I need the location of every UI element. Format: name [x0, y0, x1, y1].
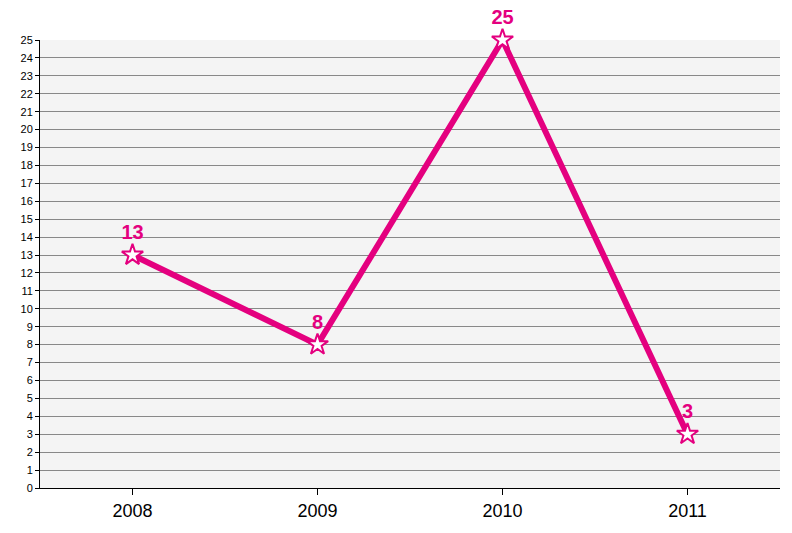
svg-text:4: 4: [27, 410, 33, 422]
svg-text:19: 19: [21, 141, 33, 153]
svg-text:16: 16: [21, 195, 33, 207]
svg-text:12: 12: [21, 267, 33, 279]
svg-text:13: 13: [21, 249, 33, 261]
svg-text:9: 9: [27, 321, 33, 333]
svg-text:1: 1: [27, 464, 33, 476]
svg-text:22: 22: [21, 88, 33, 100]
svg-text:13: 13: [121, 221, 143, 243]
svg-text:18: 18: [21, 159, 33, 171]
svg-text:6: 6: [27, 374, 33, 386]
svg-text:25: 25: [21, 34, 33, 46]
svg-text:11: 11: [21, 285, 32, 297]
svg-text:3: 3: [682, 400, 693, 422]
svg-text:2011: 2011: [668, 501, 707, 521]
svg-text:2009: 2009: [297, 501, 337, 521]
svg-text:3: 3: [27, 428, 33, 440]
svg-text:10: 10: [21, 303, 33, 315]
svg-text:23: 23: [21, 70, 33, 82]
svg-text:20: 20: [21, 123, 33, 135]
svg-text:17: 17: [21, 177, 33, 189]
svg-text:2010: 2010: [482, 501, 522, 521]
svg-text:0: 0: [27, 482, 33, 494]
svg-text:15: 15: [21, 213, 33, 225]
svg-text:5: 5: [27, 392, 33, 404]
svg-text:21: 21: [21, 106, 33, 118]
svg-text:14: 14: [21, 231, 33, 243]
svg-text:2008: 2008: [112, 501, 152, 521]
svg-text:7: 7: [27, 356, 33, 368]
svg-text:2: 2: [27, 446, 33, 458]
svg-text:8: 8: [312, 311, 323, 333]
svg-text:24: 24: [21, 52, 33, 64]
svg-text:25: 25: [491, 6, 513, 28]
svg-text:8: 8: [27, 338, 33, 350]
